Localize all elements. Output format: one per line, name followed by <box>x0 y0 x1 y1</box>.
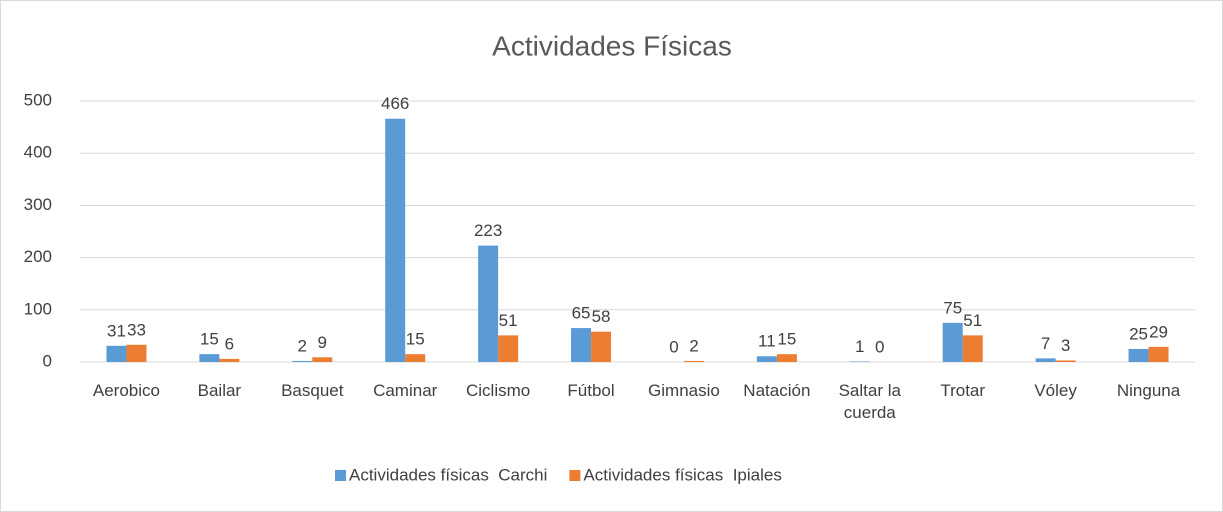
bar <box>106 345 127 362</box>
x-tick-label: Trotar <box>940 381 986 400</box>
bar <box>962 335 983 362</box>
data-label: 1 <box>855 337 864 356</box>
data-label: 51 <box>499 311 518 330</box>
bar <box>683 360 704 362</box>
data-label: 9 <box>318 333 327 352</box>
data-label: 65 <box>572 304 591 323</box>
bar <box>776 354 797 362</box>
data-label: 29 <box>1149 322 1168 341</box>
data-label: 31 <box>107 321 126 340</box>
x-tick-label: Bailar <box>197 381 242 400</box>
data-label: 25 <box>1129 324 1148 343</box>
bar <box>849 361 870 362</box>
data-label: 15 <box>406 330 425 349</box>
data-label: 3 <box>1061 336 1070 355</box>
x-tick-label: Fútbol <box>567 381 615 400</box>
x-tick-label: Aerobico <box>92 381 160 400</box>
bar <box>942 322 963 362</box>
data-label: 7 <box>1041 334 1050 353</box>
bar <box>126 344 147 362</box>
data-label: 58 <box>592 307 611 326</box>
data-label: 6 <box>225 334 234 353</box>
y-tick-label: 200 <box>24 247 52 266</box>
x-tick-label: Ciclismo <box>465 381 531 400</box>
bar <box>1055 360 1076 362</box>
y-tick-label: 0 <box>43 351 52 370</box>
x-tick-label: Natación <box>743 381 811 400</box>
bar <box>478 245 499 362</box>
bar <box>385 118 406 362</box>
chart-title: Actividades Físicas <box>492 30 732 61</box>
bar <box>405 354 426 362</box>
bar <box>756 356 777 362</box>
y-tick-label: 300 <box>24 195 52 214</box>
data-label: 11 <box>758 332 776 351</box>
data-label: 33 <box>127 320 146 339</box>
x-tick-label: Ninguna <box>1116 381 1181 400</box>
x-tick-label: Vóley <box>1034 381 1077 400</box>
x-tick-label: Saltar la cuerda <box>838 381 901 422</box>
bar <box>498 335 519 362</box>
bar <box>292 360 313 362</box>
y-tick-label: 400 <box>24 143 52 162</box>
data-label: 15 <box>200 330 219 349</box>
data-label: 2 <box>298 336 307 355</box>
data-label: 466 <box>381 94 409 113</box>
data-label: 0 <box>875 337 884 356</box>
bar <box>219 358 240 362</box>
bar <box>571 328 592 362</box>
legend-label: Actividades físicas Carchi <box>349 465 547 484</box>
bar <box>199 354 220 362</box>
bar <box>591 331 612 362</box>
data-label: 15 <box>777 330 796 349</box>
x-tick-label: Basquet <box>281 381 344 400</box>
bar <box>312 357 333 362</box>
legend-label: Actividades físicas Ipiales <box>583 465 781 484</box>
data-label: 51 <box>963 311 982 330</box>
data-label: 75 <box>943 298 962 317</box>
data-label: 2 <box>689 336 698 355</box>
y-tick-label: 500 <box>24 90 52 109</box>
legend-swatch <box>335 470 346 481</box>
bar <box>1148 346 1169 362</box>
legend-swatch <box>569 470 581 481</box>
x-tick-label: Gimnasio <box>648 381 720 400</box>
y-tick-label: 100 <box>24 299 52 318</box>
data-label: 223 <box>474 221 502 240</box>
bar <box>1128 348 1149 362</box>
bar <box>1035 358 1056 362</box>
x-tick-label: Caminar <box>373 381 438 400</box>
data-label: 0 <box>669 337 678 356</box>
